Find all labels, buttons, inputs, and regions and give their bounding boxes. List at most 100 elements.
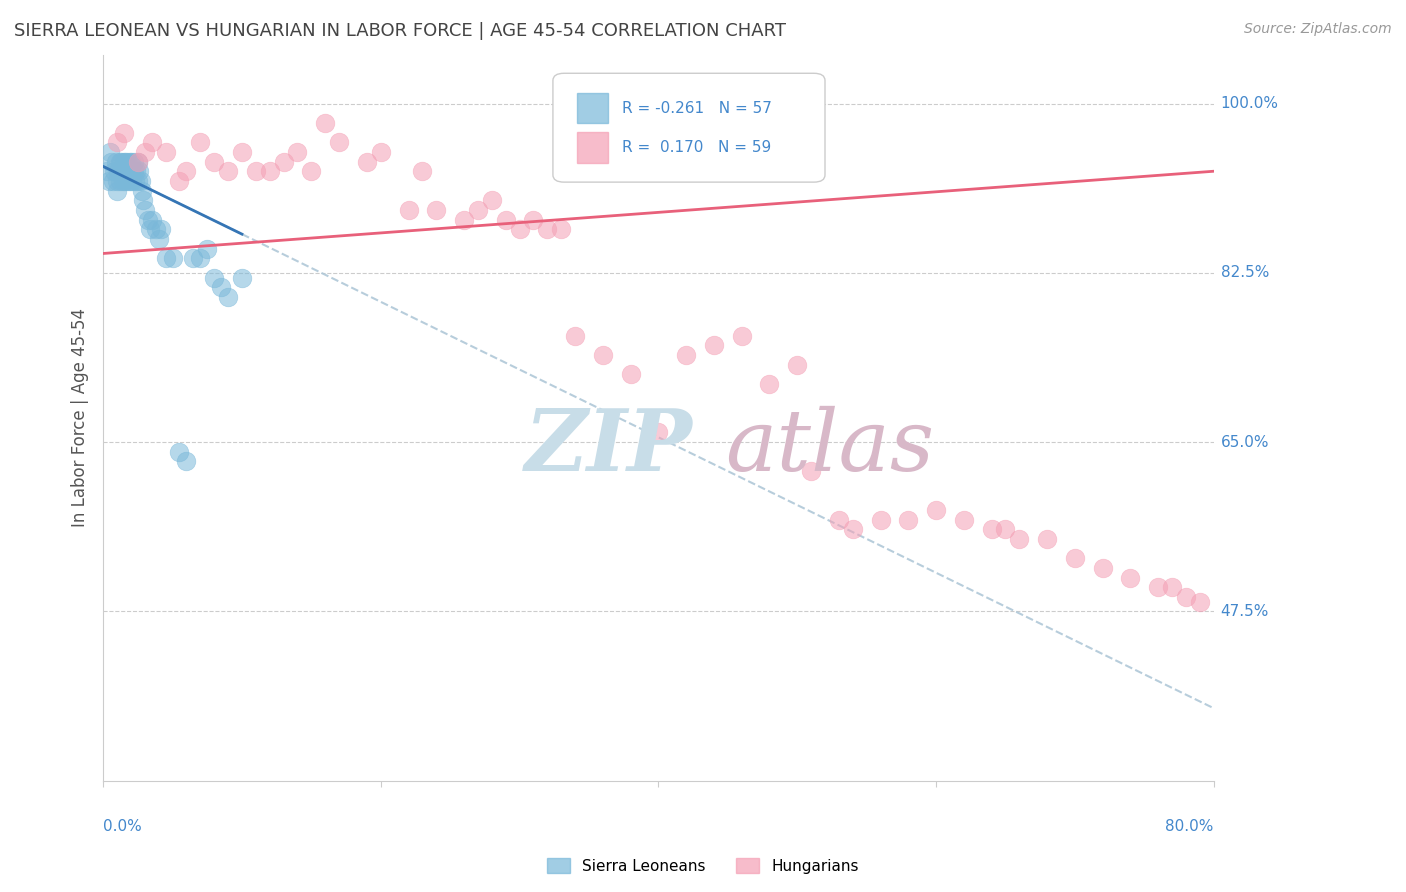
- Point: [108, 154, 131, 169]
- Point: [112, 164, 135, 178]
- Point: [1036, 532, 1059, 546]
- Point: [1161, 580, 1184, 594]
- Text: Source: ZipAtlas.com: Source: ZipAtlas.com: [1244, 22, 1392, 37]
- Point: [356, 154, 378, 169]
- Point: [786, 358, 808, 372]
- Point: [828, 512, 851, 526]
- Point: [118, 154, 141, 169]
- Point: [1119, 571, 1142, 585]
- Point: [101, 174, 124, 188]
- Text: R =  0.170   N = 59: R = 0.170 N = 59: [621, 140, 770, 155]
- FancyBboxPatch shape: [553, 73, 825, 182]
- Text: 65.0%: 65.0%: [1220, 434, 1270, 450]
- Point: [100, 154, 122, 169]
- Point: [127, 174, 149, 188]
- Point: [169, 445, 191, 459]
- Point: [231, 270, 253, 285]
- Point: [1147, 580, 1170, 594]
- Text: R = -0.261   N = 57: R = -0.261 N = 57: [621, 101, 772, 116]
- Point: [121, 174, 143, 188]
- Point: [97, 174, 120, 188]
- Point: [98, 145, 121, 159]
- Point: [125, 164, 148, 178]
- Point: [148, 232, 170, 246]
- Point: [202, 154, 225, 169]
- Point: [731, 328, 754, 343]
- Point: [1091, 561, 1114, 575]
- Point: [115, 154, 138, 169]
- Point: [111, 174, 134, 188]
- Point: [453, 212, 475, 227]
- Point: [96, 164, 118, 178]
- Point: [703, 338, 725, 352]
- Point: [522, 212, 544, 227]
- Point: [117, 174, 139, 188]
- Point: [162, 252, 184, 266]
- Y-axis label: In Labor Force | Age 45-54: In Labor Force | Age 45-54: [72, 309, 89, 527]
- Point: [758, 377, 780, 392]
- Point: [647, 425, 669, 440]
- Point: [134, 145, 156, 159]
- Text: ZIP: ZIP: [526, 405, 693, 489]
- Point: [1008, 532, 1031, 546]
- Point: [980, 522, 1002, 536]
- Point: [105, 174, 128, 188]
- Point: [231, 145, 253, 159]
- Point: [592, 348, 614, 362]
- Point: [188, 135, 211, 149]
- Point: [176, 454, 198, 468]
- Point: [122, 164, 145, 178]
- Point: [994, 522, 1017, 536]
- Point: [188, 252, 211, 266]
- Point: [134, 202, 156, 217]
- Point: [169, 174, 191, 188]
- Point: [110, 164, 132, 178]
- FancyBboxPatch shape: [578, 93, 609, 123]
- Point: [117, 164, 139, 178]
- Point: [111, 164, 134, 178]
- Point: [1174, 590, 1197, 604]
- Point: [155, 145, 177, 159]
- Point: [110, 154, 132, 169]
- Point: [112, 154, 135, 169]
- Point: [620, 368, 643, 382]
- Text: 82.5%: 82.5%: [1220, 265, 1270, 280]
- Point: [800, 464, 823, 478]
- Point: [481, 194, 503, 208]
- Point: [183, 252, 205, 266]
- Point: [114, 174, 136, 188]
- Text: 80.0%: 80.0%: [1166, 820, 1213, 835]
- Point: [495, 212, 517, 227]
- Point: [217, 164, 239, 178]
- Text: atlas: atlas: [725, 406, 934, 488]
- Point: [120, 154, 142, 169]
- Point: [155, 252, 177, 266]
- Point: [129, 174, 152, 188]
- Point: [112, 126, 135, 140]
- Point: [564, 328, 586, 343]
- Point: [127, 154, 149, 169]
- Point: [107, 164, 129, 178]
- Point: [105, 135, 128, 149]
- Point: [105, 184, 128, 198]
- Text: SIERRA LEONEAN VS HUNGARIAN IN LABOR FORCE | AGE 45-54 CORRELATION CHART: SIERRA LEONEAN VS HUNGARIAN IN LABOR FOR…: [14, 22, 786, 40]
- Point: [128, 164, 150, 178]
- Text: 100.0%: 100.0%: [1220, 96, 1278, 111]
- Point: [411, 164, 433, 178]
- Point: [127, 154, 149, 169]
- Point: [145, 222, 167, 236]
- Point: [217, 290, 239, 304]
- Point: [120, 164, 142, 178]
- Text: 47.5%: 47.5%: [1220, 604, 1270, 619]
- Point: [675, 348, 697, 362]
- Point: [953, 512, 976, 526]
- Point: [122, 154, 145, 169]
- Point: [131, 184, 153, 198]
- Point: [869, 512, 891, 526]
- Text: 0.0%: 0.0%: [103, 820, 142, 835]
- Legend: Sierra Leoneans, Hungarians: Sierra Leoneans, Hungarians: [541, 852, 865, 880]
- Point: [425, 202, 447, 217]
- Point: [259, 164, 281, 178]
- Point: [467, 202, 489, 217]
- Point: [842, 522, 865, 536]
